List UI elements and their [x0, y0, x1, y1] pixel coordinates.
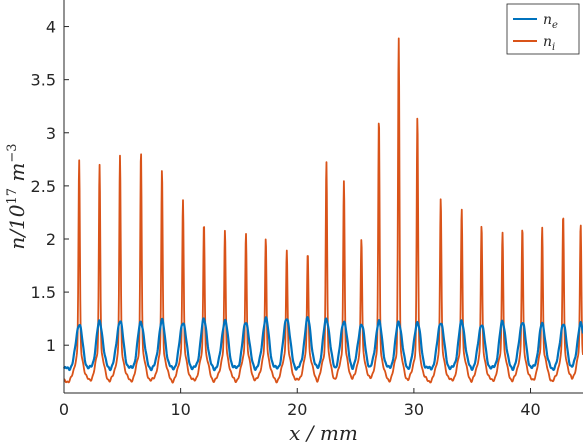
x-tick-label: 30	[404, 400, 424, 419]
legend-box	[506, 3, 580, 55]
x-tick-label: 0	[59, 400, 69, 419]
x-tick-label: 10	[170, 400, 190, 419]
legend-label-n-i: ni	[543, 34, 555, 53]
y-tick-label: 1.5	[31, 283, 56, 302]
axes-layer	[63, 0, 583, 394]
legend-label-n-e: ne	[543, 12, 558, 31]
y-tick-label: 3.5	[31, 71, 56, 90]
series-layer	[62, 37, 583, 384]
ticks-layer: 0 10 20 30 40 1 1.5 2 2.5 3 3.5 4	[31, 18, 541, 419]
x-tick-label: 40	[520, 400, 540, 419]
series-line-n-i	[63, 37, 583, 384]
series-line-n-e	[62, 316, 583, 372]
y-tick-label: 2.5	[31, 177, 56, 196]
y-axis-label: n/1017 m−3	[5, 143, 29, 249]
y-tick-label: 1	[46, 336, 56, 355]
y-tick-label: 3	[46, 124, 56, 143]
legend: ne ni	[506, 3, 580, 55]
x-tick-label: 20	[287, 400, 307, 419]
x-axis-label: x / mm	[289, 421, 358, 445]
y-tick-label: 2	[46, 230, 56, 249]
y-tick-label: 4	[46, 18, 56, 37]
axis-labels: x / mm n/1017 m−3	[5, 143, 358, 445]
